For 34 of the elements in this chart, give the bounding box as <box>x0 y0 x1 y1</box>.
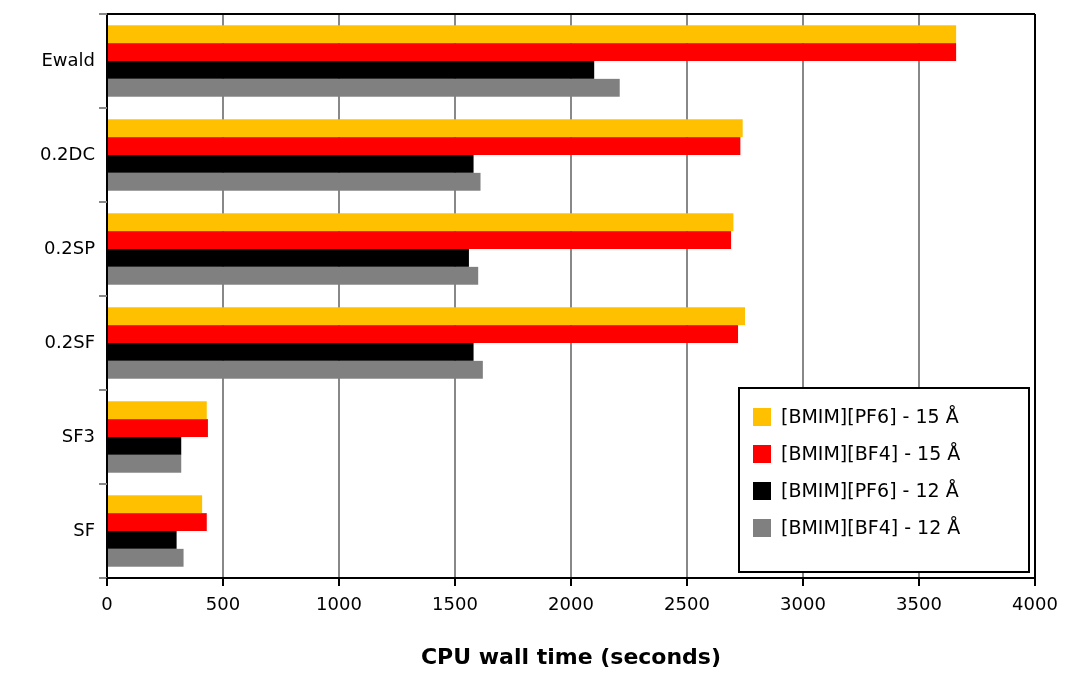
y-tick-label: 0.2SF <box>44 331 95 352</box>
legend-label: [BMIM][BF4] - 12 Å <box>781 515 961 538</box>
legend-label: [BMIM][BF4] - 15 Å <box>781 441 961 464</box>
y-tick-label: Ewald <box>41 49 95 70</box>
bar <box>107 119 743 138</box>
x-tick-label: 0 <box>101 593 113 614</box>
x-tick-label: 4000 <box>1012 593 1058 614</box>
bar <box>107 43 957 61</box>
bar <box>107 513 207 531</box>
x-tick-label: 500 <box>205 593 241 614</box>
bar <box>107 401 207 420</box>
bar <box>107 213 734 232</box>
x-tick-label: 2500 <box>664 593 710 614</box>
x-tick-label: 3500 <box>896 593 942 614</box>
y-tick-label: SF3 <box>61 425 95 446</box>
x-tick-label: 1500 <box>432 593 478 614</box>
legend-label: [BMIM][PF6] - 15 Å <box>781 404 959 427</box>
bar <box>107 25 957 44</box>
legend-label: [BMIM][PF6] - 12 Å <box>781 478 959 501</box>
x-tick-label: 1000 <box>316 593 362 614</box>
y-tick-label: 0.2SP <box>44 237 96 258</box>
bar <box>107 419 208 437</box>
y-tick-label: 0.2DC <box>39 143 95 164</box>
bar <box>107 495 203 514</box>
bar <box>107 454 182 473</box>
x-tick-label: 3000 <box>780 593 826 614</box>
bar <box>107 325 739 343</box>
bar <box>107 137 741 155</box>
bar <box>107 231 732 249</box>
x-tick-label: 2000 <box>548 593 594 614</box>
x-axis-title: CPU wall time (seconds) <box>420 644 722 669</box>
y-tick-label: SF <box>73 519 95 540</box>
bar <box>107 307 745 326</box>
bar <box>107 548 184 567</box>
